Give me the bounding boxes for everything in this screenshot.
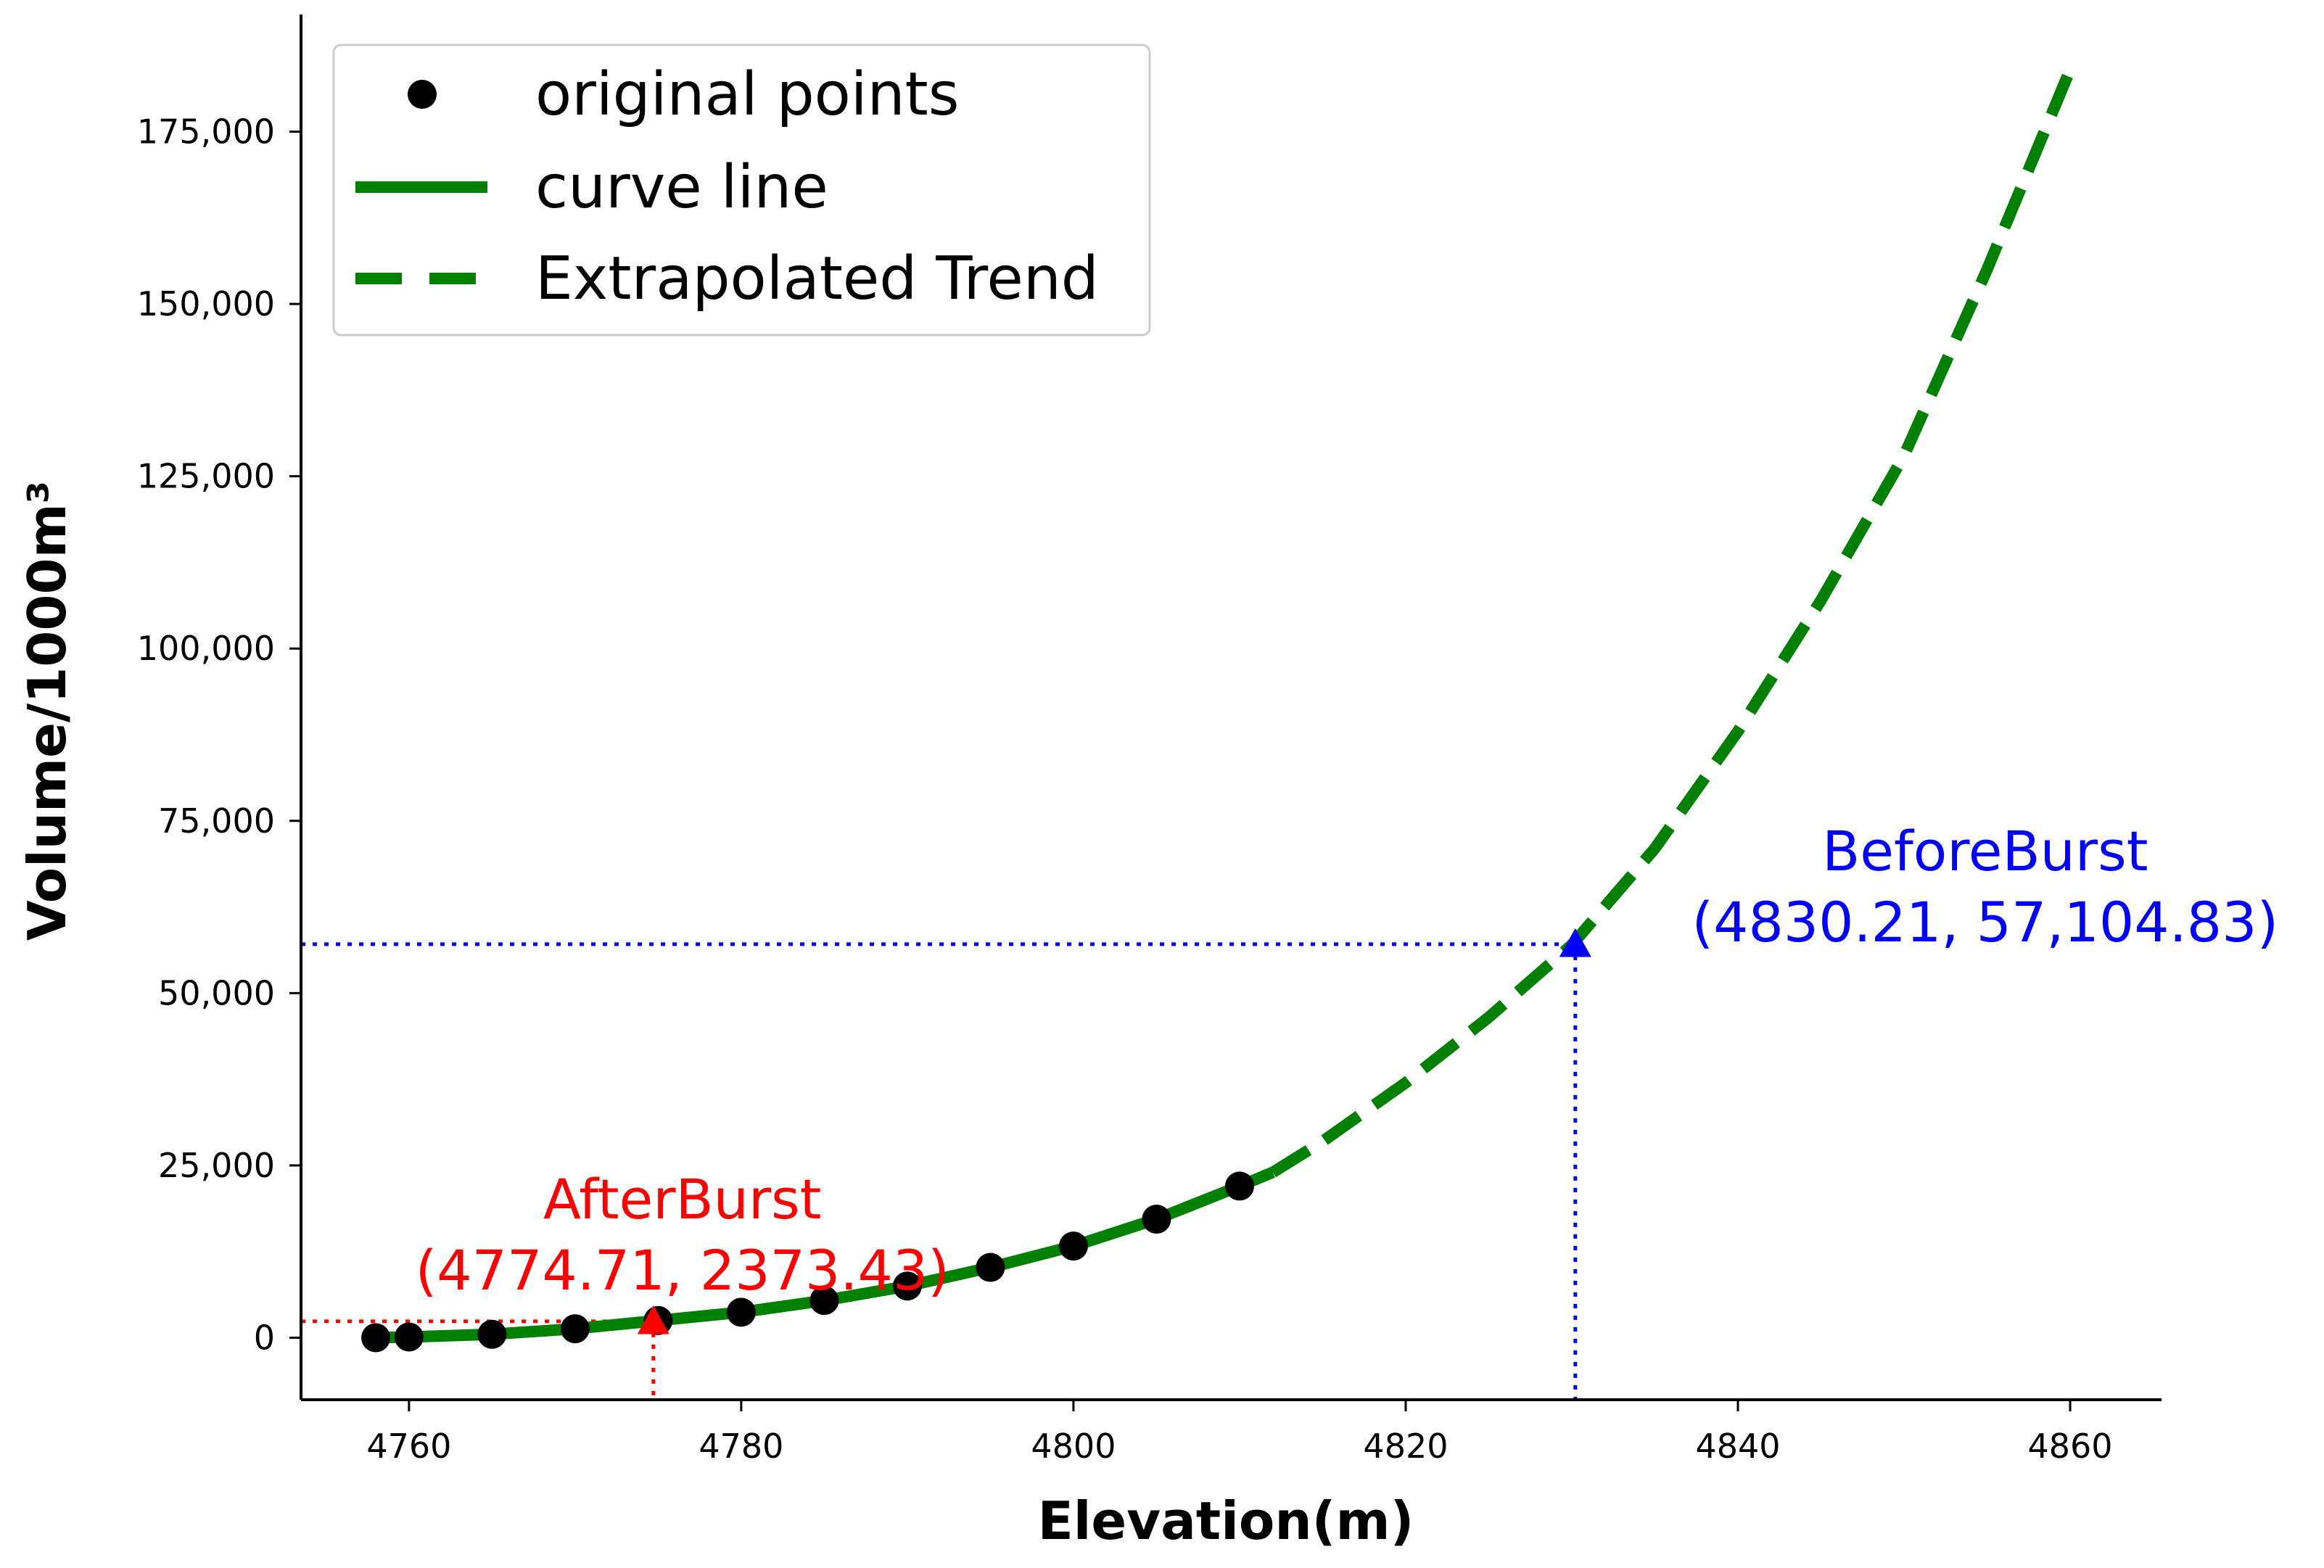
legend-label: original points [535, 60, 959, 129]
beforeburst-marker [1559, 928, 1591, 957]
afterburst-marker [637, 1305, 669, 1334]
original-point [809, 1286, 839, 1316]
original-point [1142, 1205, 1171, 1234]
original-point [726, 1297, 756, 1327]
y-tick-label: 125,000 [137, 457, 275, 496]
x-tick-label: 4820 [1363, 1427, 1448, 1466]
x-tick-label: 4760 [366, 1427, 451, 1466]
afterburst-label: AfterBurst [543, 1167, 821, 1231]
y-axis-title: Volume/1000m³ [17, 481, 78, 941]
legend-marker-icon [408, 80, 437, 109]
points-layer [361, 1171, 1254, 1353]
y-tick-label: 25,000 [158, 1146, 275, 1185]
y-tick-label: 150,000 [137, 284, 275, 323]
original-point [976, 1253, 1005, 1282]
y-tick-label: 175,000 [137, 112, 275, 152]
original-point [1224, 1171, 1254, 1201]
axes-layer: 4760 4780 4800 4820 4840 4860 0 25,000 50,000 75,… [137, 15, 2162, 1466]
x-tick-label: 4840 [1695, 1427, 1780, 1466]
x-axis-title: Elevation(m) [1038, 1490, 1414, 1551]
beforeburst-label: BeforeBurst [1822, 819, 2148, 883]
x-tick-label: 4780 [699, 1427, 783, 1466]
y-tick-label: 0 [254, 1318, 275, 1357]
beforeburst-coords-label: (4830.21, 57,104.83) [1692, 890, 2278, 954]
annotations-layer: AfterBurst (4774.71, 2373.43) BeforeBurst (… [416, 819, 2278, 1334]
x-tick-label: 4800 [1031, 1427, 1116, 1466]
x-tick-label: 4860 [2028, 1427, 2113, 1466]
y-tick-label: 50,000 [158, 973, 275, 1012]
extrapolated-trend-line [1269, 67, 2076, 1178]
original-point [1058, 1231, 1088, 1261]
original-point [892, 1271, 922, 1301]
original-point [361, 1323, 391, 1353]
original-point [560, 1314, 590, 1344]
legend-box [332, 44, 1151, 337]
y-tick-label: 75,000 [158, 801, 275, 841]
legend: original points curve line Extrapolated Tr… [332, 44, 1151, 337]
original-point [477, 1319, 507, 1349]
y-tick-label: 100,000 [137, 629, 275, 668]
original-point [394, 1322, 424, 1352]
legend-label: Extrapolated Trend [535, 244, 1099, 313]
legend-label: curve line [535, 153, 828, 222]
afterburst-coords-label: (4774.71, 2373.43) [416, 1238, 949, 1303]
